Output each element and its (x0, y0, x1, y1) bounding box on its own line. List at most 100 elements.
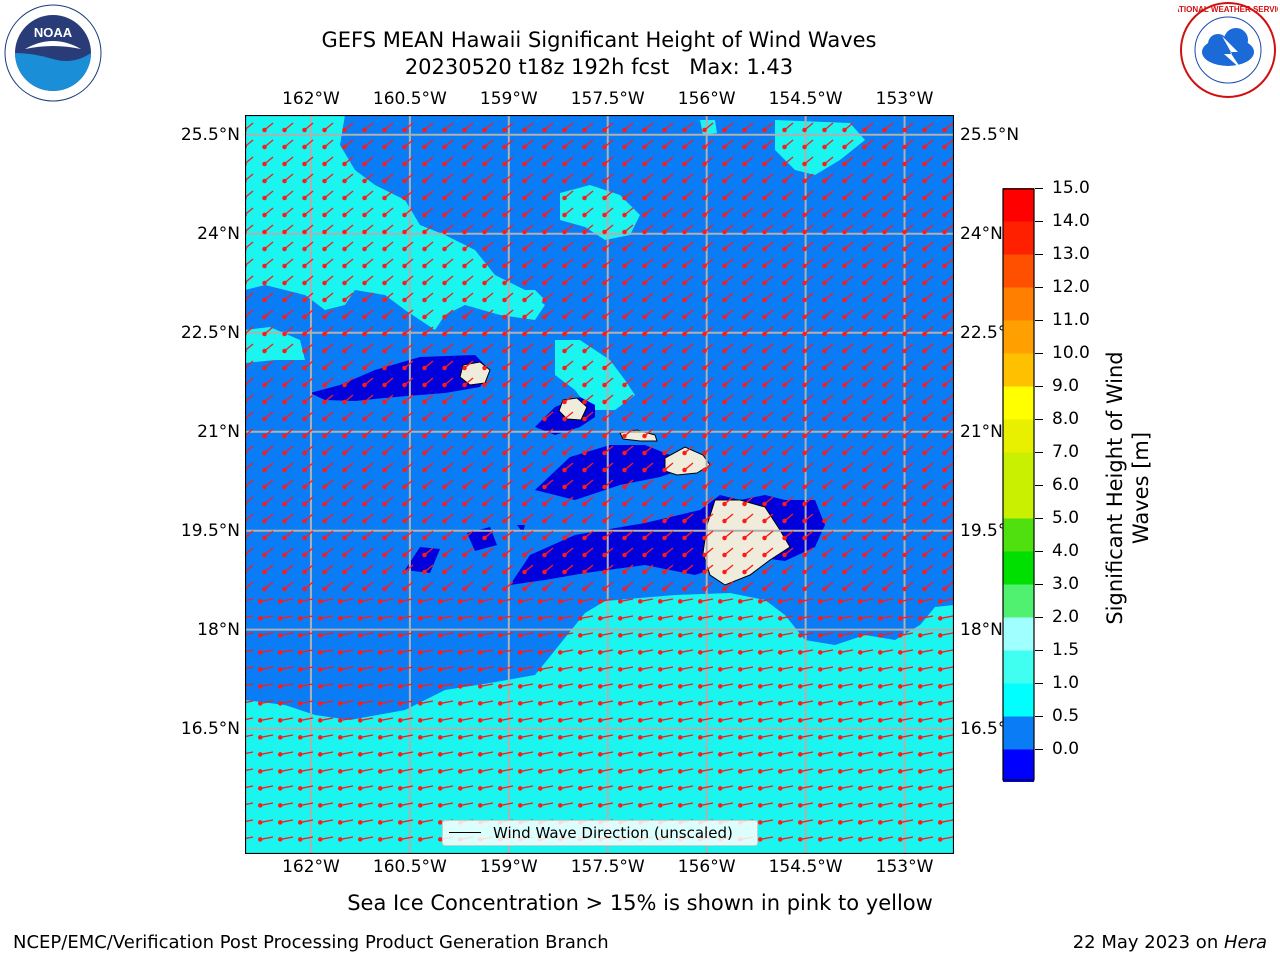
wind-wave-arrowhead (862, 229, 867, 235)
wind-wave-arrowhead (657, 803, 663, 808)
wind-wave-arrowhead (822, 433, 827, 439)
wind-wave-arrowhead (482, 569, 487, 575)
wind-wave-arrowhead (757, 769, 763, 774)
wind-wave-arrowhead (437, 718, 443, 723)
wind-wave-arrowhead (722, 467, 727, 473)
wind-wave-arrowhead (522, 552, 527, 558)
wind-wave-arrowhead (902, 246, 907, 252)
wind-wave-arrowhead (797, 837, 803, 842)
wind-wave-arrowhead (862, 586, 867, 592)
wind-wave-arrowhead (537, 735, 543, 740)
wind-wave-arrowhead (277, 650, 283, 655)
lon-tick-bottom: 153°W (875, 857, 934, 877)
wind-wave-arrowhead (622, 535, 627, 541)
wind-wave-arrowhead (257, 701, 263, 706)
colorbar-tick-label: 5.0 (1052, 508, 1080, 528)
wind-wave-arrowhead (397, 718, 403, 723)
wind-wave-arrowhead (762, 297, 767, 303)
wind-wave-arrowhead (662, 212, 667, 218)
wind-wave-arrowhead (337, 769, 343, 774)
wind-wave-arrowhead (642, 501, 647, 507)
wind-wave-arrowhead (542, 552, 547, 558)
wind-wave-arrowhead (257, 667, 263, 672)
wind-wave-arrowhead (277, 735, 283, 740)
wind-wave-arrowhead (622, 518, 627, 524)
wind-wave-arrowhead (397, 752, 403, 757)
wind-wave-arrowhead (377, 820, 383, 825)
wind-wave-arrowhead (902, 314, 907, 320)
wind-wave-arrowhead (282, 144, 287, 150)
lon-tick-top: 156°W (677, 89, 736, 109)
colorbar-tick-label: 15.0 (1052, 178, 1090, 198)
wind-wave-arrowhead (417, 667, 423, 672)
wind-wave-arrowhead (402, 212, 407, 218)
wind-wave-arrowhead (582, 297, 587, 303)
wind-wave-arrowhead (642, 450, 647, 456)
wind-wave-arrowhead (782, 195, 787, 201)
wind-wave-arrowhead (417, 735, 423, 740)
wind-wave-arrowhead (482, 280, 487, 286)
wind-wave-arrowhead (902, 178, 907, 184)
wind-wave-arrowhead (342, 263, 347, 269)
wind-wave-arrowhead (802, 144, 807, 150)
wind-wave-arrowhead (422, 297, 427, 303)
wind-wave-arrowhead (637, 735, 643, 740)
wind-wave-arrowhead (282, 314, 287, 320)
wind-wave-arrowhead (257, 769, 263, 774)
wind-wave-arrowhead (642, 586, 647, 592)
wind-wave-arrowhead (257, 650, 263, 655)
wind-wave-arrowhead (357, 752, 363, 757)
footer-date-text: 22 May 2023 on (1072, 932, 1224, 953)
wind-wave-arrowhead (882, 280, 887, 286)
wind-wave-arrowhead (602, 331, 607, 337)
wind-wave-arrowhead (382, 467, 387, 473)
wind-wave-arrowhead (757, 667, 763, 672)
wind-wave-arrowhead (642, 433, 647, 439)
wind-wave-arrowhead (817, 650, 823, 655)
wind-wave-arrowhead (602, 365, 607, 371)
wind-wave-arrowhead (677, 616, 683, 621)
wind-wave-arrowhead (882, 297, 887, 303)
wind-wave-arrowhead (357, 837, 363, 842)
wind-wave-arrowhead (262, 484, 267, 490)
wind-wave-arrowhead (822, 416, 827, 422)
wind-wave-arrowhead (817, 718, 823, 723)
wind-wave-arrowhead (282, 501, 287, 507)
wind-wave-arrowhead (497, 752, 503, 757)
wind-wave-arrowhead (902, 331, 907, 337)
wind-wave-arrowhead (922, 416, 927, 422)
wind-wave-arrowhead (842, 450, 847, 456)
wind-wave-arrowhead (817, 803, 823, 808)
wind-wave-arrowhead (802, 382, 807, 388)
wind-wave-arrowhead (682, 433, 687, 439)
wind-wave-arrowhead (722, 331, 727, 337)
wind-wave-arrowhead (942, 501, 947, 507)
wind-wave-arrowhead (862, 501, 867, 507)
wind-wave-arrowhead (842, 297, 847, 303)
wind-wave-arrowhead (817, 599, 823, 604)
wind-wave-arrowhead (842, 178, 847, 184)
wind-wave-arrowhead (937, 735, 943, 740)
wind-wave-arrowhead (637, 718, 643, 723)
wind-wave-arrowhead (777, 667, 783, 672)
wind-wave-arrowhead (582, 178, 587, 184)
wind-wave-arrowhead (522, 314, 527, 320)
wind-wave-arrowhead (782, 178, 787, 184)
wind-wave-arrowhead (562, 161, 567, 167)
wind-wave-arrowhead (937, 667, 943, 672)
wind-wave-arrowhead (877, 701, 883, 706)
wind-wave-arrowhead (302, 416, 307, 422)
wind-wave-arrowhead (342, 127, 347, 133)
wind-wave-arrowhead (342, 161, 347, 167)
wind-wave-arrowhead (522, 331, 527, 337)
wind-wave-arrowhead (842, 144, 847, 150)
wind-wave-arrowhead (457, 650, 463, 655)
wind-wave-arrowhead (562, 365, 567, 371)
lat-tick-left: 19.5°N (180, 520, 240, 541)
wind-wave-arrowhead (542, 212, 547, 218)
wind-wave-arrowhead (702, 297, 707, 303)
wind-wave-arrowhead (577, 803, 583, 808)
wind-wave-arrowhead (917, 633, 923, 638)
wind-wave-arrow (245, 734, 254, 738)
wind-wave-arrowhead (277, 684, 283, 689)
